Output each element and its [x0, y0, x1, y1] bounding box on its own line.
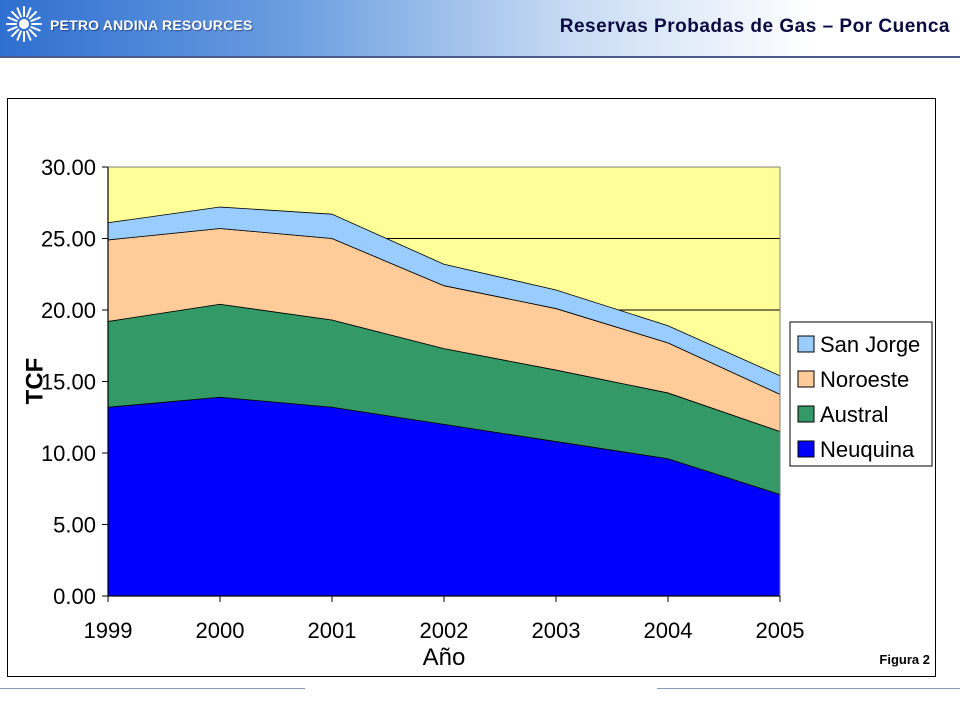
- x-axis-title: Año: [423, 644, 466, 671]
- header-banner: PETRO ANDINA RESOURCES Reservas Probadas…: [0, 0, 960, 58]
- page-title: Reservas Probadas de Gas – Por Cuenca: [559, 16, 950, 37]
- x-tick-labels: 1999 2000 2001 2002 2003 2004 2005: [84, 618, 805, 643]
- y-tick-label: 15.00: [41, 370, 96, 395]
- sunburst-icon: [6, 6, 42, 42]
- sunburst-ray: [26, 7, 32, 18]
- x-tick-label: 2001: [308, 618, 357, 643]
- y-axis-title: TCF: [21, 358, 48, 405]
- legend-swatch: [797, 370, 815, 388]
- sunburst-ray: [28, 10, 38, 20]
- y-tick-label: 20.00: [41, 298, 96, 323]
- footer-divider-right: [657, 688, 960, 689]
- sunburst-ray: [28, 28, 38, 38]
- legend-label: Austral: [820, 402, 888, 427]
- sunburst-ray: [10, 10, 20, 20]
- legend: San Jorge Noroeste Austral Neuquina: [789, 321, 933, 467]
- x-tick-label: 2002: [420, 618, 469, 643]
- area-series-group: [107, 206, 781, 597]
- legend-label: Neuquina: [820, 437, 915, 462]
- y-tick-label: 5.00: [53, 513, 96, 538]
- sunburst-ray: [26, 30, 32, 41]
- sunburst-ray: [30, 26, 41, 32]
- x-tick-label: 2004: [644, 618, 693, 643]
- x-tick-label: 2005: [756, 618, 805, 643]
- y-tick-label: 25.00: [41, 227, 96, 252]
- legend-label: San Jorge: [820, 332, 920, 357]
- sunburst-ray: [10, 28, 20, 38]
- sunburst-ray: [16, 30, 22, 41]
- x-tick-label: 2003: [532, 618, 581, 643]
- axes: [102, 166, 781, 602]
- x-tick-label: 2000: [196, 618, 245, 643]
- footer-divider-left: [0, 688, 305, 689]
- y-tick-label: 10.00: [41, 441, 96, 466]
- sunburst-ray: [16, 7, 22, 18]
- y-tick-labels: 0.00 5.00 10.00 15.00 20.00 25.00 30.00: [41, 155, 96, 609]
- sunburst-ray: [7, 16, 18, 22]
- legend-swatch: [797, 440, 815, 458]
- brand-name: PETRO ANDINA RESOURCES: [50, 17, 253, 33]
- legend-label: Noroeste: [820, 367, 909, 392]
- y-tick-label: 30.00: [41, 155, 96, 180]
- figure-label: Figura 2: [879, 652, 930, 667]
- sunburst-ray: [30, 16, 41, 22]
- x-tick-label: 1999: [84, 618, 133, 643]
- y-tick-label: 0.00: [53, 584, 96, 609]
- legend-swatch: [797, 335, 815, 353]
- sunburst-ray: [7, 26, 18, 32]
- legend-swatch: [797, 405, 815, 423]
